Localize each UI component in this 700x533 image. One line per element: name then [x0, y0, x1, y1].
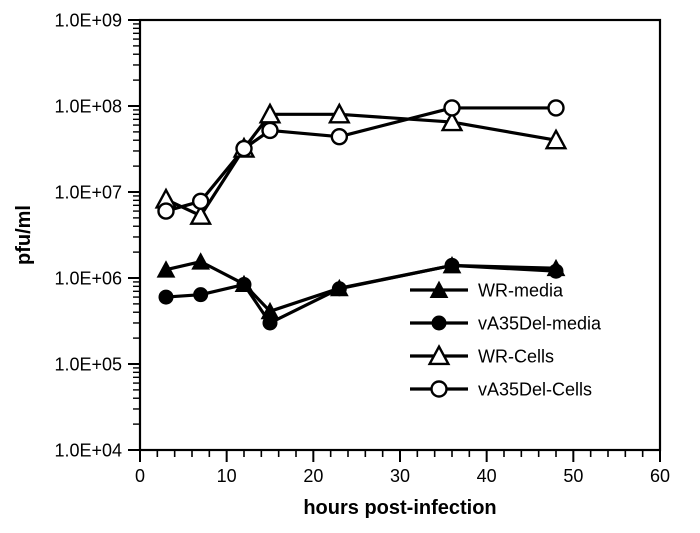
y-axis-label: pfu/ml — [13, 205, 35, 265]
legend-label: WR-Cells — [478, 346, 554, 366]
growth-curve-chart: 0 10 20 30 40 50 60 hours post-infection 1.0E+04… — [0, 0, 700, 533]
legend-label: vA35Del-Cells — [478, 379, 592, 399]
y-tick-label: 1.0E+04 — [54, 440, 122, 460]
y-tick-label: 1.0E+09 — [54, 10, 122, 30]
x-tick-label: 10 — [217, 466, 237, 486]
x-tick-label: 20 — [303, 466, 323, 486]
y-tick-label: 1.0E+08 — [54, 96, 122, 116]
x-axis-label: hours post-infection — [303, 497, 496, 519]
y-tick-label: 1.0E+05 — [54, 354, 122, 374]
y-tick-label: 1.0E+07 — [54, 182, 122, 202]
x-tick-label: 30 — [390, 466, 410, 486]
legend-label: vA35Del-media — [478, 313, 602, 333]
x-tick-label: 0 — [135, 466, 145, 486]
x-tick-label: 50 — [563, 466, 583, 486]
x-tick-label: 60 — [650, 466, 670, 486]
y-tick-label: 1.0E+06 — [54, 268, 122, 288]
x-tick-label: 40 — [477, 466, 497, 486]
legend-label: WR-media — [478, 280, 564, 300]
